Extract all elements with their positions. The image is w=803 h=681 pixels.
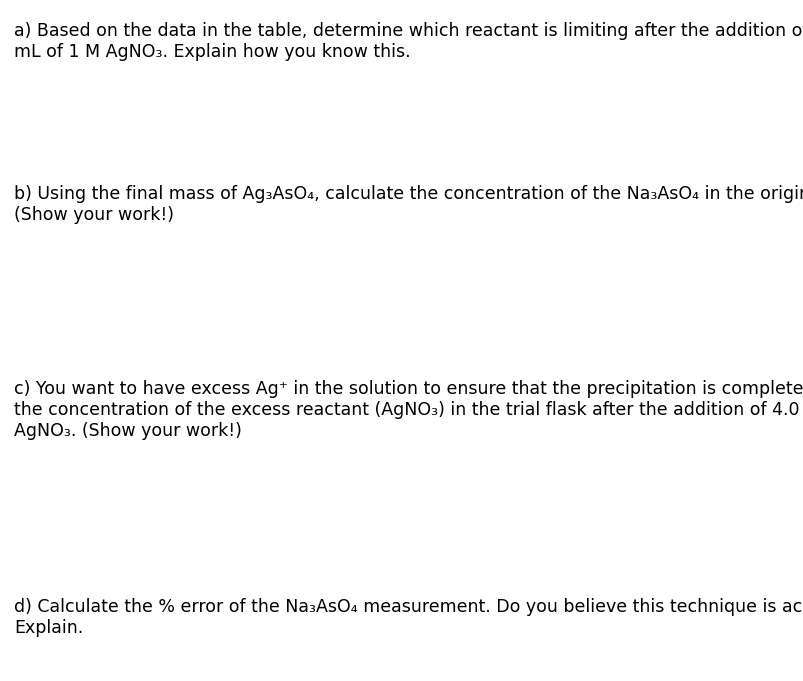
Text: c) You want to have excess Ag⁺ in the solution to ensure that the precipitation : c) You want to have excess Ag⁺ in the so… [14,380,803,398]
Text: AgNO₃. (Show your work!): AgNO₃. (Show your work!) [14,422,242,440]
Text: (Show your work!): (Show your work!) [14,206,173,224]
Text: mL of 1 M AgNO₃. Explain how you know this.: mL of 1 M AgNO₃. Explain how you know th… [14,43,410,61]
Text: the concentration of the excess reactant (AgNO₃) in the trial flask after the ad: the concentration of the excess reactant… [14,401,803,419]
Text: Explain.: Explain. [14,619,84,637]
Text: d) Calculate the % error of the Na₃AsO₄ measurement. Do you believe this techniq: d) Calculate the % error of the Na₃AsO₄ … [14,598,803,616]
Text: b) Using the final mass of Ag₃AsO₄, calculate the concentration of the Na₃AsO₄ i: b) Using the final mass of Ag₃AsO₄, calc… [14,185,803,203]
Text: a) Based on the data in the table, determine which reactant is limiting after th: a) Based on the data in the table, deter… [14,22,803,40]
